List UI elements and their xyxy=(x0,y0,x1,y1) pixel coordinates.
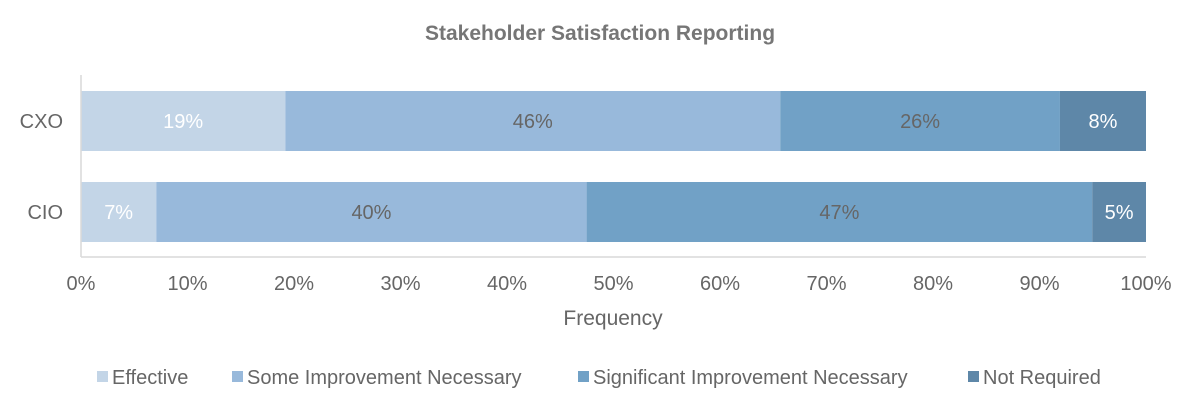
x-tick-label: 90% xyxy=(1019,273,1059,295)
data-label: 26% xyxy=(900,111,940,133)
x-tick-label: 80% xyxy=(913,273,953,295)
data-label: 7% xyxy=(104,202,133,224)
data-label: 19% xyxy=(163,111,203,133)
bar-segment xyxy=(586,182,1093,242)
y-category-label: CXO xyxy=(20,111,63,133)
x-tick-label: 20% xyxy=(274,273,314,295)
legend-label: Effective xyxy=(112,367,188,389)
data-label: 47% xyxy=(819,202,859,224)
x-tick-label: 50% xyxy=(593,273,633,295)
x-tick-label: 0% xyxy=(67,273,96,295)
bar-segment xyxy=(81,91,286,151)
bar-segment xyxy=(780,91,1060,151)
x-axis-label: Frequency xyxy=(563,307,663,330)
x-tick-label: 60% xyxy=(700,273,740,295)
legend-label: Not Required xyxy=(983,367,1101,389)
bar-segment xyxy=(285,91,781,151)
x-tick-label: 70% xyxy=(806,273,846,295)
x-tick-label: 10% xyxy=(167,273,207,295)
legend-swatch xyxy=(97,371,108,382)
y-category-label: CIO xyxy=(27,202,63,224)
bar-segment xyxy=(81,182,157,242)
data-label: 40% xyxy=(351,202,391,224)
legend-swatch xyxy=(578,371,589,382)
legend-label: Significant Improvement Necessary xyxy=(593,367,908,389)
legend-swatch xyxy=(968,371,979,382)
x-tick-label: 30% xyxy=(380,273,420,295)
chart-title: Stakeholder Satisfaction Reporting xyxy=(425,22,775,45)
x-tick-label: 40% xyxy=(487,273,527,295)
bar-segment xyxy=(1059,91,1146,151)
legend-swatch xyxy=(232,371,243,382)
data-label: 8% xyxy=(1089,111,1118,133)
bar-segment xyxy=(1092,182,1146,242)
data-label: 46% xyxy=(513,111,553,133)
bar-segment xyxy=(156,182,587,242)
x-tick-label: 100% xyxy=(1120,273,1171,295)
data-label: 5% xyxy=(1105,202,1134,224)
legend-label: Some Improvement Necessary xyxy=(247,367,522,389)
